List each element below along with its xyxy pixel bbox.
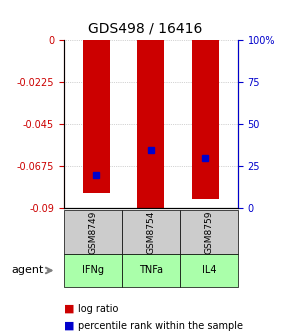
- Bar: [192, 40, 219, 199]
- Text: IL4: IL4: [202, 265, 216, 276]
- Text: GDS498 / 16416: GDS498 / 16416: [88, 22, 202, 36]
- Text: percentile rank within the sample: percentile rank within the sample: [78, 321, 243, 331]
- Text: GSM8759: GSM8759: [204, 210, 213, 254]
- Bar: [137, 40, 164, 208]
- Text: GSM8749: GSM8749: [88, 210, 97, 254]
- Text: ■: ■: [64, 321, 74, 331]
- Text: log ratio: log ratio: [78, 304, 119, 314]
- Text: IFNg: IFNg: [82, 265, 104, 276]
- Text: ■: ■: [64, 304, 74, 314]
- Bar: [83, 40, 110, 194]
- Text: GSM8754: GSM8754: [146, 210, 155, 254]
- Text: TNFa: TNFa: [139, 265, 163, 276]
- Text: agent: agent: [12, 265, 44, 276]
